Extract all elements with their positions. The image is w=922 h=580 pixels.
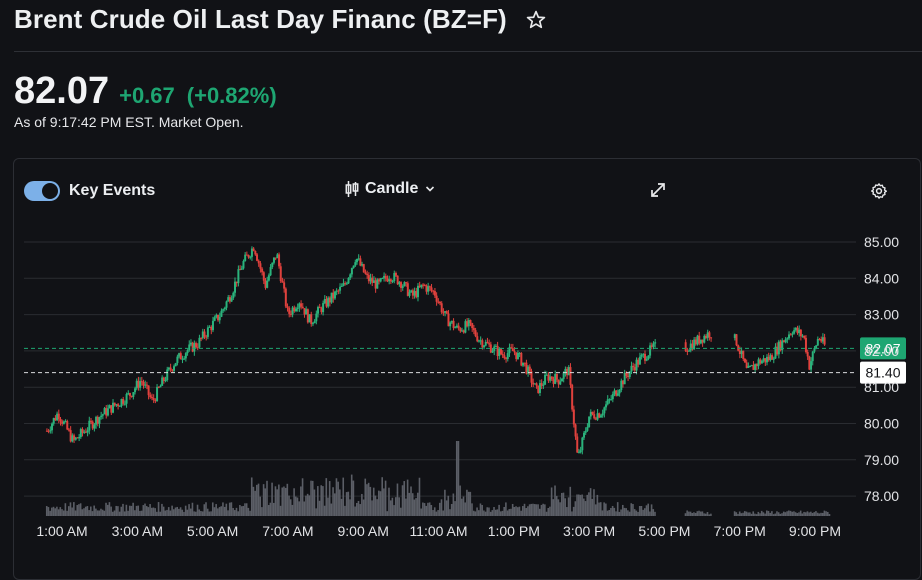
- toggle-knob: [42, 183, 58, 199]
- price-change-percent: (+0.82%): [186, 83, 277, 108]
- chart-type-label: Candle: [365, 180, 419, 197]
- star-outline-icon[interactable]: [525, 9, 547, 31]
- key-events-toggle[interactable]: [24, 181, 60, 201]
- gear-icon[interactable]: [870, 182, 888, 200]
- chart-type-dropdown[interactable]: Candle: [345, 180, 435, 198]
- price-change: +0.67: [119, 83, 175, 108]
- header-divider: [14, 51, 922, 52]
- candlestick-icon: [345, 181, 359, 197]
- page-title: Brent Crude Oil Last Day Financ (BZ=F): [14, 4, 507, 34]
- quote-timestamp: As of 9:17:42 PM EST. Market Open.: [14, 114, 244, 130]
- quote-row: 82.07 +0.67 (+0.82%): [14, 70, 277, 113]
- last-price: 82.07: [14, 70, 110, 112]
- chart-panel: [13, 158, 921, 580]
- key-events-label: Key Events: [69, 182, 156, 199]
- chevron-down-icon: [426, 186, 435, 192]
- title-row: Brent Crude Oil Last Day Financ (BZ=F): [14, 4, 547, 35]
- expand-icon[interactable]: [649, 181, 667, 199]
